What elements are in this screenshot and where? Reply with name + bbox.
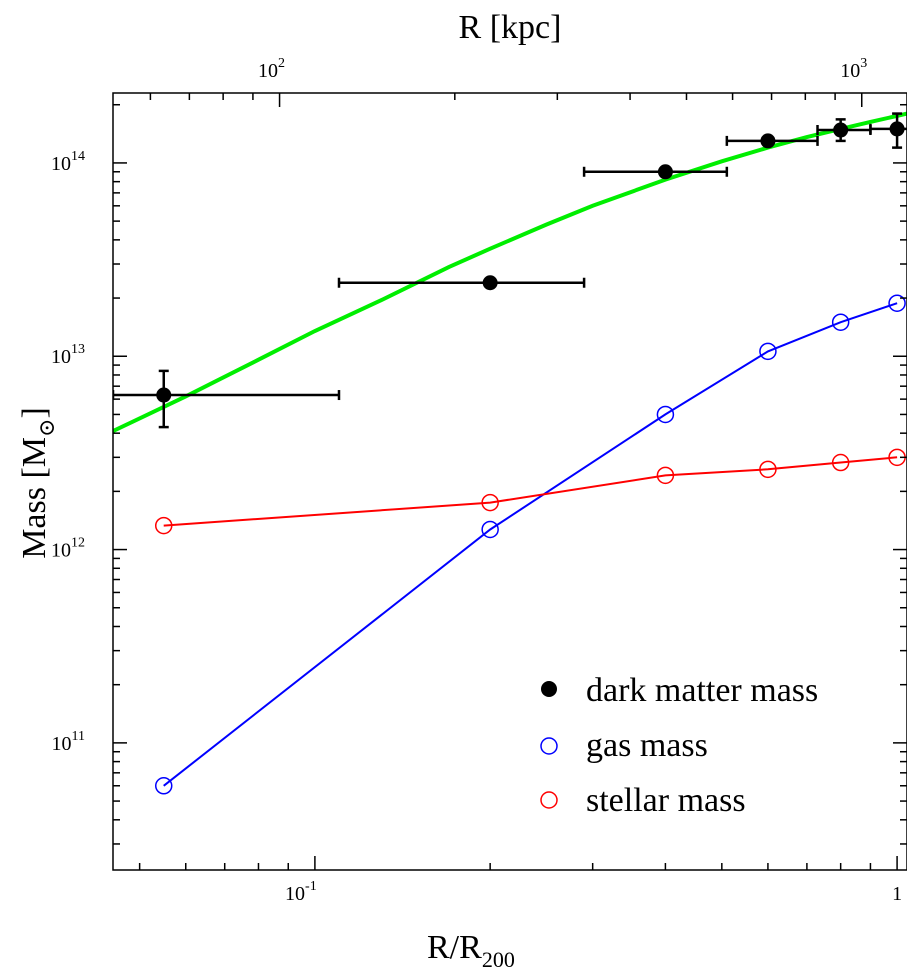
x-axis-title: R/R200 [427, 929, 515, 969]
legend-label-gas: gas mass [586, 727, 708, 764]
dark-matter-mass-point [482, 275, 498, 291]
gas-mass-line [163, 302, 898, 787]
x2-tick-label: 102 [258, 56, 285, 82]
stellar-mass-line [163, 456, 898, 527]
legend: dark matter mass gas mass stellar mass [540, 672, 818, 819]
gas-mass-point [481, 520, 499, 539]
x2-axis-title: R [kpc] [459, 9, 562, 46]
stellar-mass-point [759, 460, 777, 479]
stellar-mass-point [154, 516, 173, 535]
y-tick-label: 1014 [51, 149, 85, 175]
dark-matter-mass-point [760, 133, 776, 149]
gas-mass-point [831, 313, 850, 331]
y-axis-title: Mass [M⊙] [16, 407, 59, 559]
legend-item-gas: gas mass [540, 727, 708, 764]
legend-label-dark-matter: dark matter mass [586, 672, 818, 709]
dark-matter-mass-point [156, 387, 172, 403]
dark-matter-mass-point [889, 121, 905, 137]
x-tick-label: 1 [892, 883, 902, 905]
y-tick-label: 1011 [52, 729, 85, 755]
y-axis-title-sub: ⊙ [34, 419, 59, 437]
ticks: 10-1 1 102 103 1011 1012 1013 1014 [51, 56, 907, 905]
gas-mass-point [759, 342, 777, 361]
gas-mass-point [154, 777, 173, 795]
dark-matter-mass-point [833, 122, 849, 138]
fit-curve [113, 111, 907, 433]
legend-label-stellar: stellar mass [586, 782, 746, 819]
legend-marker-gas [540, 737, 558, 755]
legend-item-dark-matter: dark matter mass [541, 672, 818, 709]
y-axis-title-main: Mass [M [16, 437, 53, 559]
y-axis-title-close: ] [16, 407, 53, 418]
legend-marker-stellar [540, 791, 558, 809]
stellar-mass-point [831, 453, 850, 472]
axes [112, 92, 907, 871]
legend-item-stellar: stellar mass [540, 782, 746, 819]
plot-area [113, 111, 907, 795]
legend-marker-dark-matter [541, 681, 557, 697]
stellar-mass-point [656, 466, 675, 485]
plot-frame [112, 92, 907, 871]
x-tick-label: 10-1 [285, 879, 317, 905]
y-tick-label: 1013 [51, 342, 85, 368]
dark-matter-mass-point [657, 164, 673, 180]
gas-mass-point [656, 405, 675, 424]
x2-tick-label: 103 [840, 56, 867, 82]
stellar-mass-point [481, 493, 499, 512]
x-axis-title-main: R/R [427, 929, 482, 966]
gas-mass-point [888, 294, 906, 312]
y-tick-label: 1012 [51, 536, 85, 562]
x-axis-title-sub: 200 [482, 947, 515, 969]
